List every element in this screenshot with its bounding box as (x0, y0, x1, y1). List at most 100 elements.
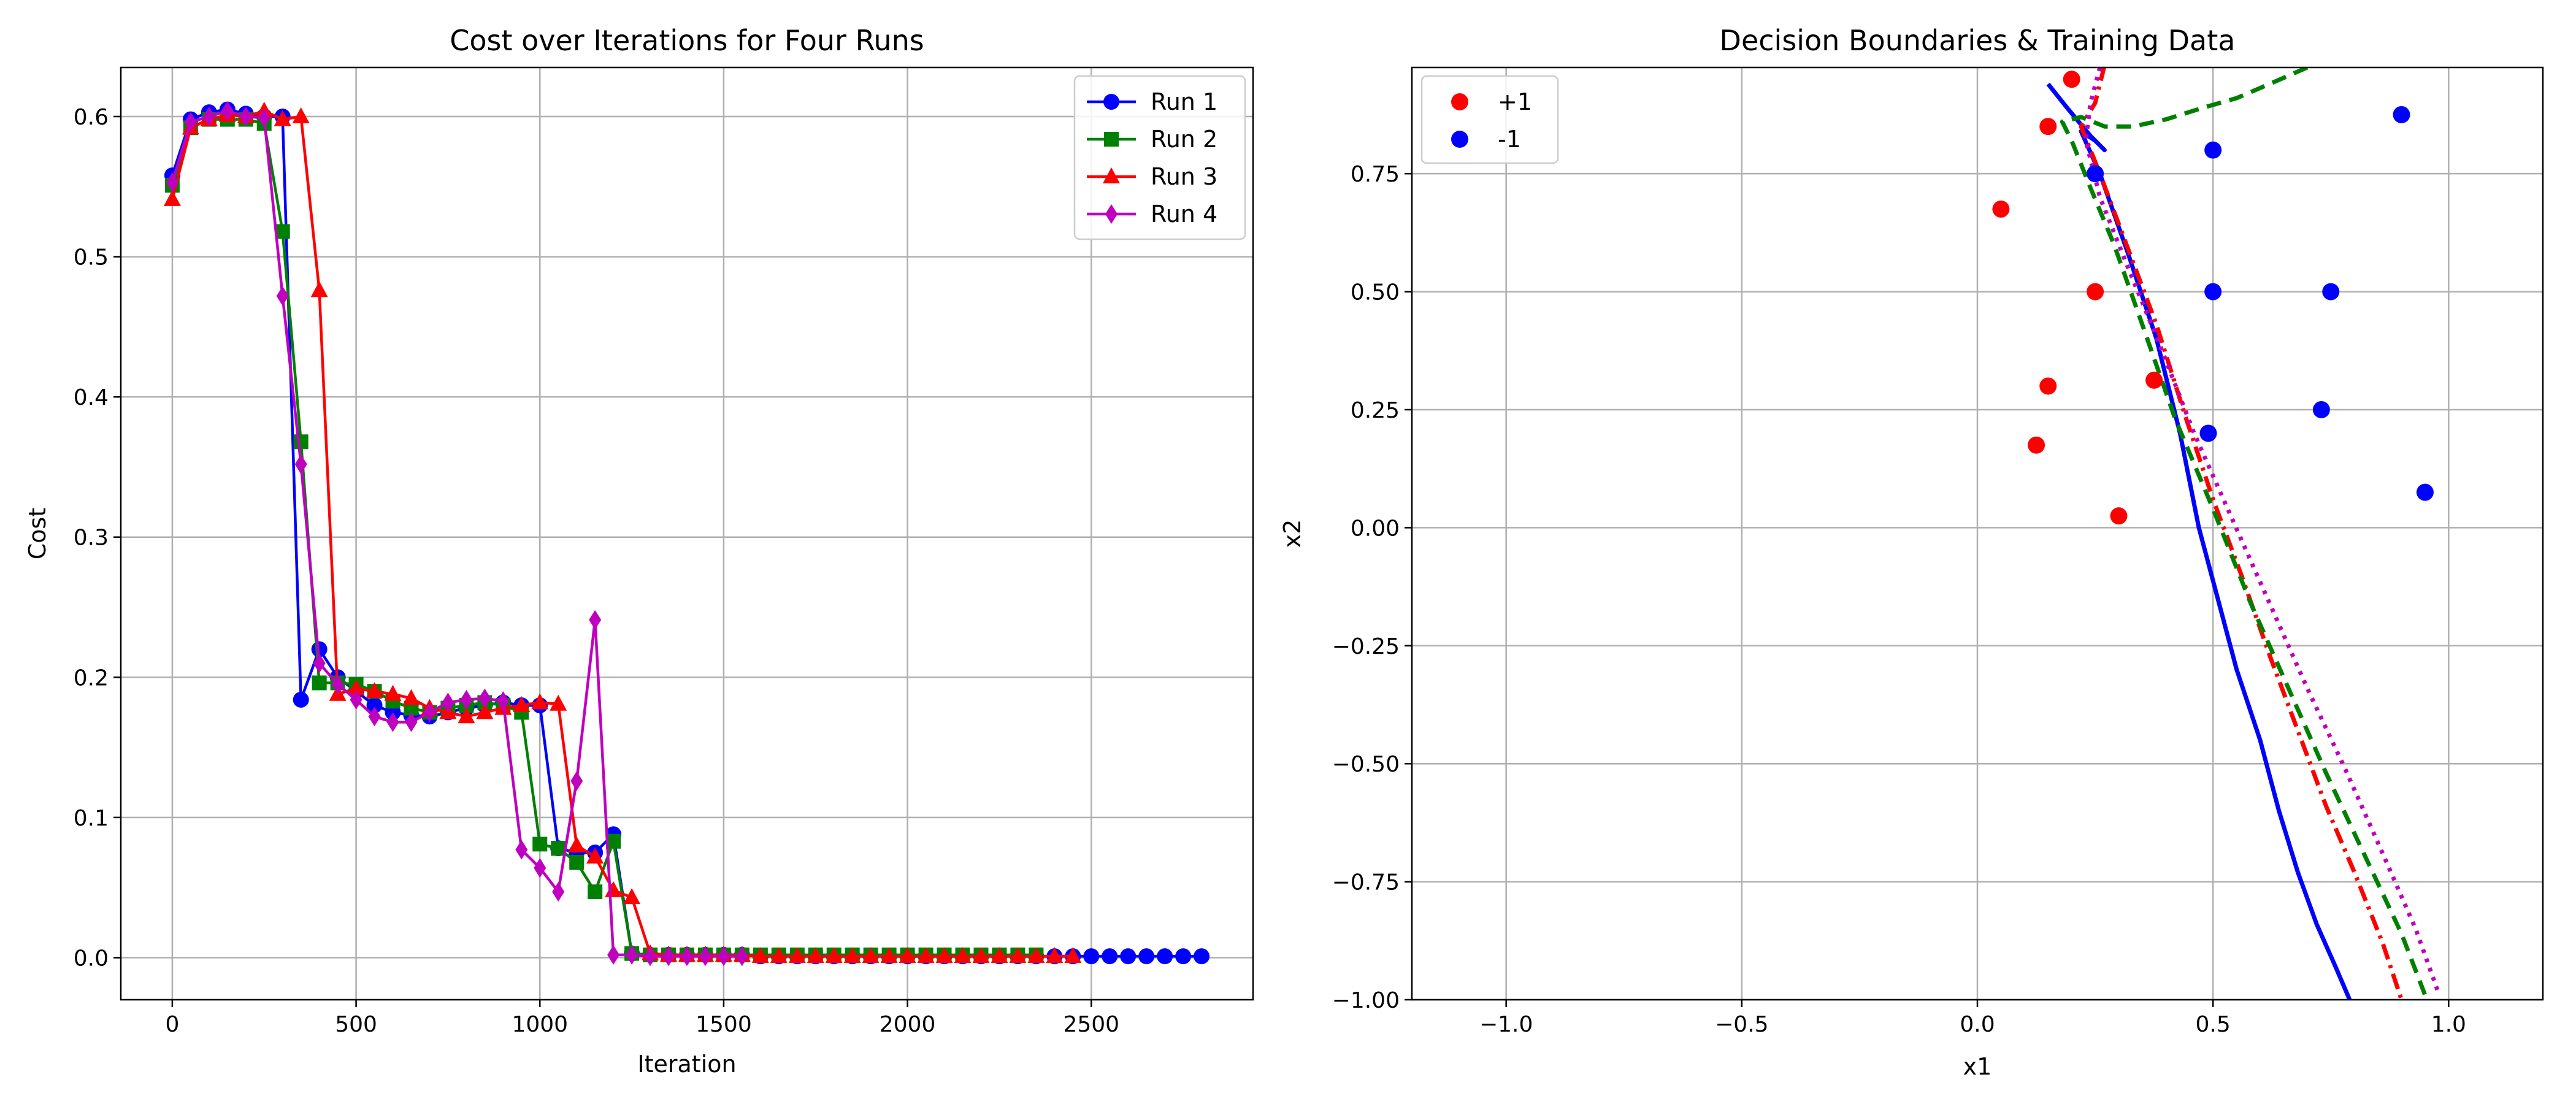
run3-point (770, 947, 788, 964)
boundary-line-4 (2083, 67, 2442, 996)
run3-point (972, 947, 990, 964)
run2-point (293, 434, 309, 450)
positive-class-point (2110, 507, 2128, 525)
run4-point (570, 771, 583, 791)
run1-point (1175, 948, 1192, 965)
cost-chart-x-tick-label: 500 (335, 1012, 377, 1037)
decision-chart-y-ticks: −1.00 −0.75 −0.50 −0.25 0.00 0.25 0.50 0.75 (1332, 162, 1412, 1013)
decision-chart-y-tick-label: −0.75 (1332, 870, 1400, 895)
run3-point (862, 947, 880, 964)
run3-point (310, 281, 328, 297)
cost-chart-legend: Run 1 Run 2 Run 3 Run 4 (1073, 75, 1246, 240)
run3-point (917, 947, 935, 964)
run3-point (476, 703, 494, 719)
decision-chart-boundaries (2046, 67, 2442, 1000)
cost-chart-x-tick-label: 2500 (1063, 1012, 1119, 1037)
decision-boundary-chart: Decision Boundaries & Training Data −1.0… (1279, 24, 2544, 1080)
cost-chart-y-tick-label: 0.3 (74, 526, 109, 551)
legend-class-negative-marker (1451, 131, 1468, 148)
decision-chart-x-tick-label: −0.5 (1715, 1012, 1768, 1037)
run4-point (294, 454, 307, 474)
run1-point (366, 697, 383, 713)
cost-chart-x-ticks: 0 500 1000 1500 2000 2500 (165, 1000, 1119, 1037)
run3-point (935, 947, 953, 964)
decision-legend-box (1420, 75, 1559, 164)
run2-point (588, 884, 603, 899)
decision-chart-x-tick-label: 0.0 (1960, 1012, 1995, 1037)
cost-legend-box (1073, 75, 1246, 240)
cost-chart-ylabel: Cost (24, 508, 51, 559)
cost-chart-y-ticks: 0.0 0.1 0.2 0.3 0.4 0.5 0.6 (74, 105, 121, 971)
run3-point (1027, 947, 1045, 964)
cost-chart-x-tick-label: 2000 (880, 1012, 936, 1037)
run1-point (293, 691, 309, 708)
run3-point (954, 947, 972, 964)
run3-point (843, 947, 861, 964)
run4-point (405, 712, 418, 732)
run2-point (551, 841, 566, 856)
cost-chart-title: Cost over Iterations for Four Runs (450, 24, 924, 57)
decision-chart-ylabel: x2 (1279, 519, 1306, 548)
run4-point (386, 712, 399, 732)
run4-point (534, 858, 546, 878)
cost-chart: Cost over Iterations for Four Runs 0 500 1… (24, 24, 1254, 1078)
decision-chart-xlabel: x1 (1963, 1053, 1992, 1080)
positive-class-point (2039, 118, 2057, 136)
decision-chart-y-tick-label: −1.00 (1332, 988, 1400, 1013)
positive-class-point (2063, 71, 2080, 88)
decision-chart-x-tick-label: 0.5 (2196, 1012, 2231, 1037)
decision-chart-x-ticks: −1.0 −0.5 0.0 0.5 1.0 (1479, 1000, 2466, 1037)
run4-point (221, 101, 234, 121)
decision-chart-x-tick-label: −1.0 (1479, 1012, 1533, 1037)
negative-class-point (2312, 401, 2330, 418)
run4-point (442, 692, 454, 713)
run3-point (1064, 947, 1082, 964)
decision-chart-y-tick-label: 0.25 (1351, 398, 1400, 423)
positive-class-point (2087, 283, 2104, 301)
run3-point (825, 947, 843, 964)
run3-point (1009, 947, 1027, 964)
run4-point (515, 840, 528, 860)
decision-chart-x-tick-label: 1.0 (2431, 1012, 2466, 1037)
negative-class-point (2199, 424, 2217, 442)
boundary-line-2 (2079, 67, 2404, 1000)
legend-class-negative-label: -1 (1498, 126, 1521, 153)
negative-class-point (2087, 165, 2104, 183)
legend-run3-label: Run 3 (1151, 163, 1217, 190)
positive-class-point (1992, 200, 2010, 218)
run4-point (607, 945, 620, 965)
cost-chart-series (163, 101, 1210, 967)
run3-point (550, 694, 567, 711)
run3-point (347, 679, 365, 696)
run3-point (531, 693, 549, 710)
positive-class-point (2145, 371, 2163, 389)
legend-run3-marker (1103, 167, 1120, 183)
decision-chart-grid (1412, 67, 2543, 1001)
run4-point (313, 653, 326, 673)
legend-run1-marker (1103, 94, 1119, 110)
negative-class-point (2204, 141, 2222, 159)
run3-point (1046, 947, 1064, 964)
legend-run4-marker (1105, 204, 1117, 224)
decision-chart-y-tick-label: 0.00 (1351, 516, 1400, 541)
boundary-line-3 (2060, 67, 2428, 996)
run4-point (497, 691, 510, 711)
negative-class-point (2393, 105, 2410, 123)
legend-class-positive-label: +1 (1498, 88, 1532, 115)
positive-class-point (2028, 436, 2045, 454)
run3-point (807, 947, 824, 964)
negative-class-point (2416, 483, 2434, 501)
run2-point (569, 855, 585, 870)
positive-class-point (2039, 377, 2057, 395)
run4-point (717, 946, 730, 967)
run3-point (384, 684, 402, 701)
run2-point (532, 837, 548, 852)
run1-point (1083, 948, 1100, 965)
run4-point (589, 610, 602, 630)
run3-point (366, 682, 383, 699)
cost-chart-y-tick-label: 0.1 (74, 806, 109, 831)
run1-point (1194, 948, 1210, 965)
run4-point (626, 945, 638, 965)
